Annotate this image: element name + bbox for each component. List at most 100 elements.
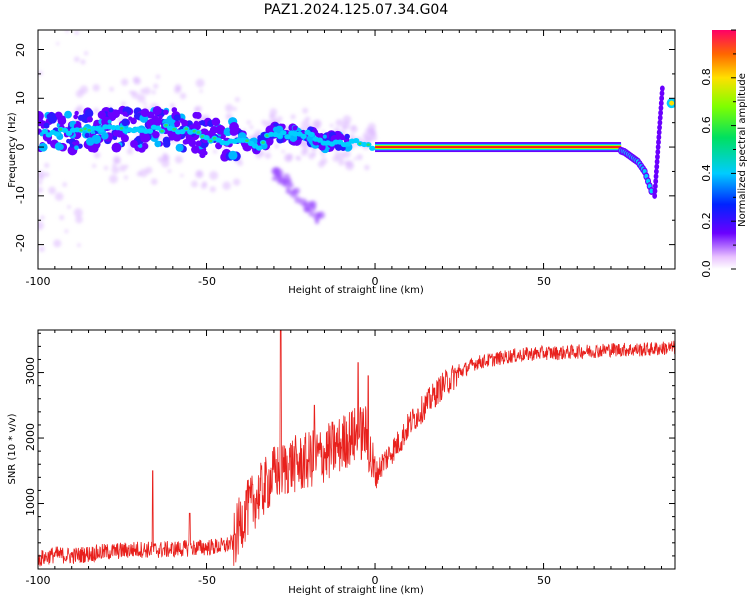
snr-ylabel: SNR (10 * v/v)	[7, 413, 18, 484]
heatmap-haze-dot	[200, 182, 208, 190]
heatmap-blob	[64, 110, 72, 119]
snr-xlabel: Height of straight line (km)	[288, 585, 424, 596]
heatmap-haze-dot	[277, 116, 283, 122]
heatmap-ridge-cell	[245, 139, 249, 143]
heatmap-haze-dot	[304, 201, 310, 207]
figure-title: PAZ1.2024.125.07.34.G04	[264, 2, 449, 18]
heatmap-haze-dot	[232, 106, 237, 112]
heatmap-haze-dot	[64, 229, 69, 234]
heatmap-haze-dot	[190, 180, 198, 188]
spectrogram-ytick-0: 0	[14, 144, 27, 151]
heatmap-blob	[215, 124, 226, 135]
heatmap-haze-dot	[321, 152, 326, 157]
heatmap-haze-dot	[302, 107, 309, 114]
heatmap-blob	[90, 144, 99, 153]
heatmap-blob	[173, 114, 181, 122]
heatmap-haze-dot	[123, 175, 128, 180]
heatmap-haze-dot	[136, 171, 142, 177]
heatmap-edge-cell	[658, 109, 663, 116]
heatmap-haze-dot	[103, 165, 109, 171]
heatmap-haze-dot	[109, 174, 118, 184]
heatmap-haze-dot	[343, 150, 351, 158]
heatmap-haze-dot	[179, 92, 187, 100]
heatmap-edge-cell	[653, 173, 659, 180]
heatmap-haze-dot	[77, 243, 81, 247]
heatmap-blob	[74, 110, 79, 116]
heatmap-haze-dot	[320, 157, 328, 165]
heatmap-haze-dot	[213, 149, 218, 154]
heatmap-edge-cell	[652, 192, 658, 199]
heatmap-edge-cell	[652, 187, 658, 194]
colorbar-ticks	[731, 29, 736, 270]
heatmap-haze-dot	[132, 76, 140, 84]
snr-ytick-2000: 2000	[24, 423, 37, 451]
spectrogram-xtick-minus50: -50	[198, 275, 216, 288]
snr-panel: 1000 2000 3000 -100 -50 0 50 Height of s…	[7, 329, 676, 596]
heatmap-blob	[85, 137, 95, 146]
heatmap-haze-dot	[93, 107, 100, 114]
heatmap-haze-dot	[246, 120, 251, 125]
heatmap-edge-cell	[656, 134, 662, 141]
heatmap-haze-dot	[286, 186, 291, 192]
heatmap-haze-dot	[92, 84, 100, 92]
heatmap-ridge-cell	[352, 137, 360, 144]
heatmap-haze-dot	[290, 114, 296, 120]
spectrogram-frame	[37, 29, 676, 270]
heatmap-haze-dot	[341, 121, 351, 130]
spectrogram-ytick-10: 10	[14, 91, 27, 105]
heatmap-haze-dot	[74, 30, 79, 35]
spectrogram-xtick-50: 50	[537, 275, 551, 288]
heatmap-haze-dot	[356, 154, 363, 161]
heatmap-haze-dot	[364, 164, 370, 171]
heatmap-edge-cell	[657, 124, 662, 131]
heatmap-edge-cell	[656, 139, 661, 146]
heatmap-haze-dot	[288, 153, 293, 159]
heatmap-ridge-cell	[208, 139, 213, 143]
heatmap-haze-dot	[38, 186, 44, 194]
heatmap-haze-dot	[264, 152, 272, 159]
heatmap-blob	[84, 132, 90, 139]
heatmap-blob	[154, 140, 162, 148]
heatmap-ridge-cell	[284, 134, 291, 140]
heatmap-haze-dot	[126, 148, 134, 155]
heatmap-blob	[57, 143, 64, 151]
heatmap-haze-dot	[281, 149, 285, 154]
spectrogram-ylabel: Frequency (Hz)	[7, 112, 18, 188]
heatmap-blob	[181, 119, 189, 127]
heatmap-haze-dot	[65, 30, 69, 33]
heatmap-haze-dot	[67, 205, 71, 209]
heatmap-ridge-cell	[300, 133, 307, 139]
heatmap-haze-dot	[353, 157, 357, 161]
heatmap-haze-dot	[300, 149, 308, 156]
heatmap-edge-cell	[658, 100, 664, 107]
heatmap-blob	[46, 139, 52, 145]
heatmap-ridge-cell	[41, 128, 48, 134]
heatmap-haze-dot	[113, 157, 121, 165]
heatmap-haze-dot	[93, 151, 101, 159]
heatmap-edge-cell	[658, 105, 664, 112]
heatmap-blob	[121, 118, 129, 127]
heatmap-ridge-cell	[61, 127, 69, 133]
heatmap-blob	[143, 144, 148, 149]
heatmap-ridge-cell	[79, 128, 83, 132]
heatmap-haze-dot	[38, 246, 45, 252]
heatmap-haze-dot	[269, 108, 278, 116]
heatmap-haze-dot	[73, 208, 83, 218]
heatmap-blob	[193, 146, 200, 153]
heatmap-haze-dot	[167, 169, 172, 173]
heatmap-haze-dot	[308, 211, 314, 217]
heatmap-blob	[338, 133, 345, 140]
snr-ytick-3000: 3000	[24, 357, 37, 385]
heatmap-haze-dot	[170, 103, 174, 107]
snr-xtick-minus50: -50	[198, 574, 216, 587]
heatmap-edge-cell	[655, 144, 661, 151]
heatmap-blob	[195, 140, 202, 147]
snr-xtick-minus100: -100	[26, 574, 51, 587]
heatmap-edge-cell	[653, 168, 659, 175]
heatmap-haze-dot	[303, 205, 310, 212]
heatmap-blob	[111, 142, 122, 153]
heatmap-ridge-cell	[280, 130, 287, 136]
heatmap-blob	[171, 107, 178, 113]
heatmap-haze-dot	[314, 220, 320, 225]
heatmap-haze-dot	[196, 170, 203, 177]
